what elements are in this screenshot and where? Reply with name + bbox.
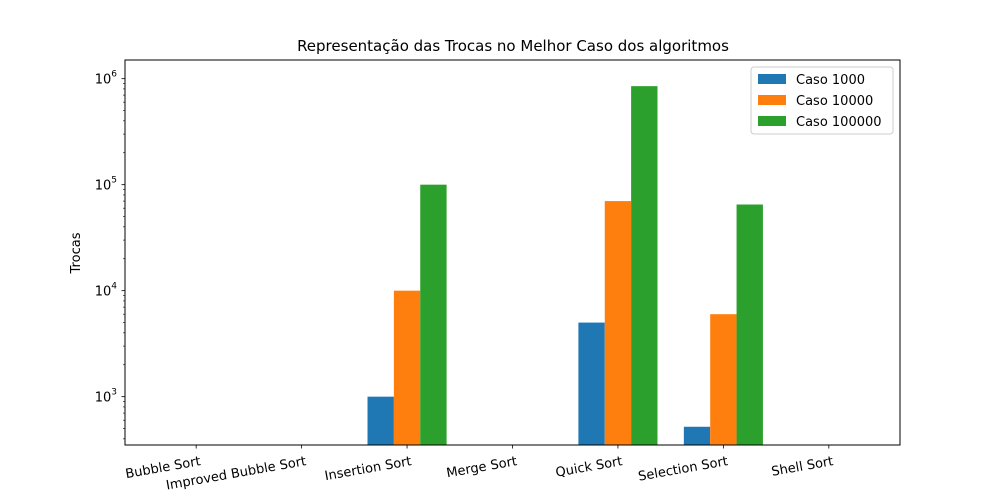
legend-swatch [758,116,786,126]
bar [683,426,711,445]
bar [736,204,763,445]
plot-area [367,86,763,446]
bar [367,396,394,445]
bar [393,290,421,445]
y-axis: 103 104 105 106 [95,70,125,440]
legend-label: Caso 10000 [796,94,873,109]
y-tick-label: 106 [95,70,118,88]
bar [420,184,447,446]
legend-swatch [758,74,786,84]
y-tick-label: 104 [95,282,118,300]
legend-label: Caso 100000 [796,115,882,130]
legend: Caso 1000 Caso 10000 Caso 100000 [750,66,894,135]
x-tick-label: Insertion Sort [324,454,413,484]
x-tick-label: Shell Sort [770,454,834,480]
chart-title: Representação das Trocas no Melhor Caso … [297,37,729,55]
legend-box [750,66,894,135]
y-tick-label: 105 [95,176,117,194]
legend-swatch [758,95,786,105]
y-axis-label: Trocas [69,232,84,274]
bar [604,201,632,445]
legend-label: Caso 1000 [796,73,865,88]
x-tick-label: Quick Sort [555,454,624,481]
x-tick-label: Merge Sort [445,454,518,481]
axes-frame [124,59,901,446]
bar [631,86,658,446]
bar [578,322,605,445]
x-tick-label: Selection Sort [637,454,729,485]
y-tick-label: 103 [95,388,117,406]
bar [710,314,737,445]
